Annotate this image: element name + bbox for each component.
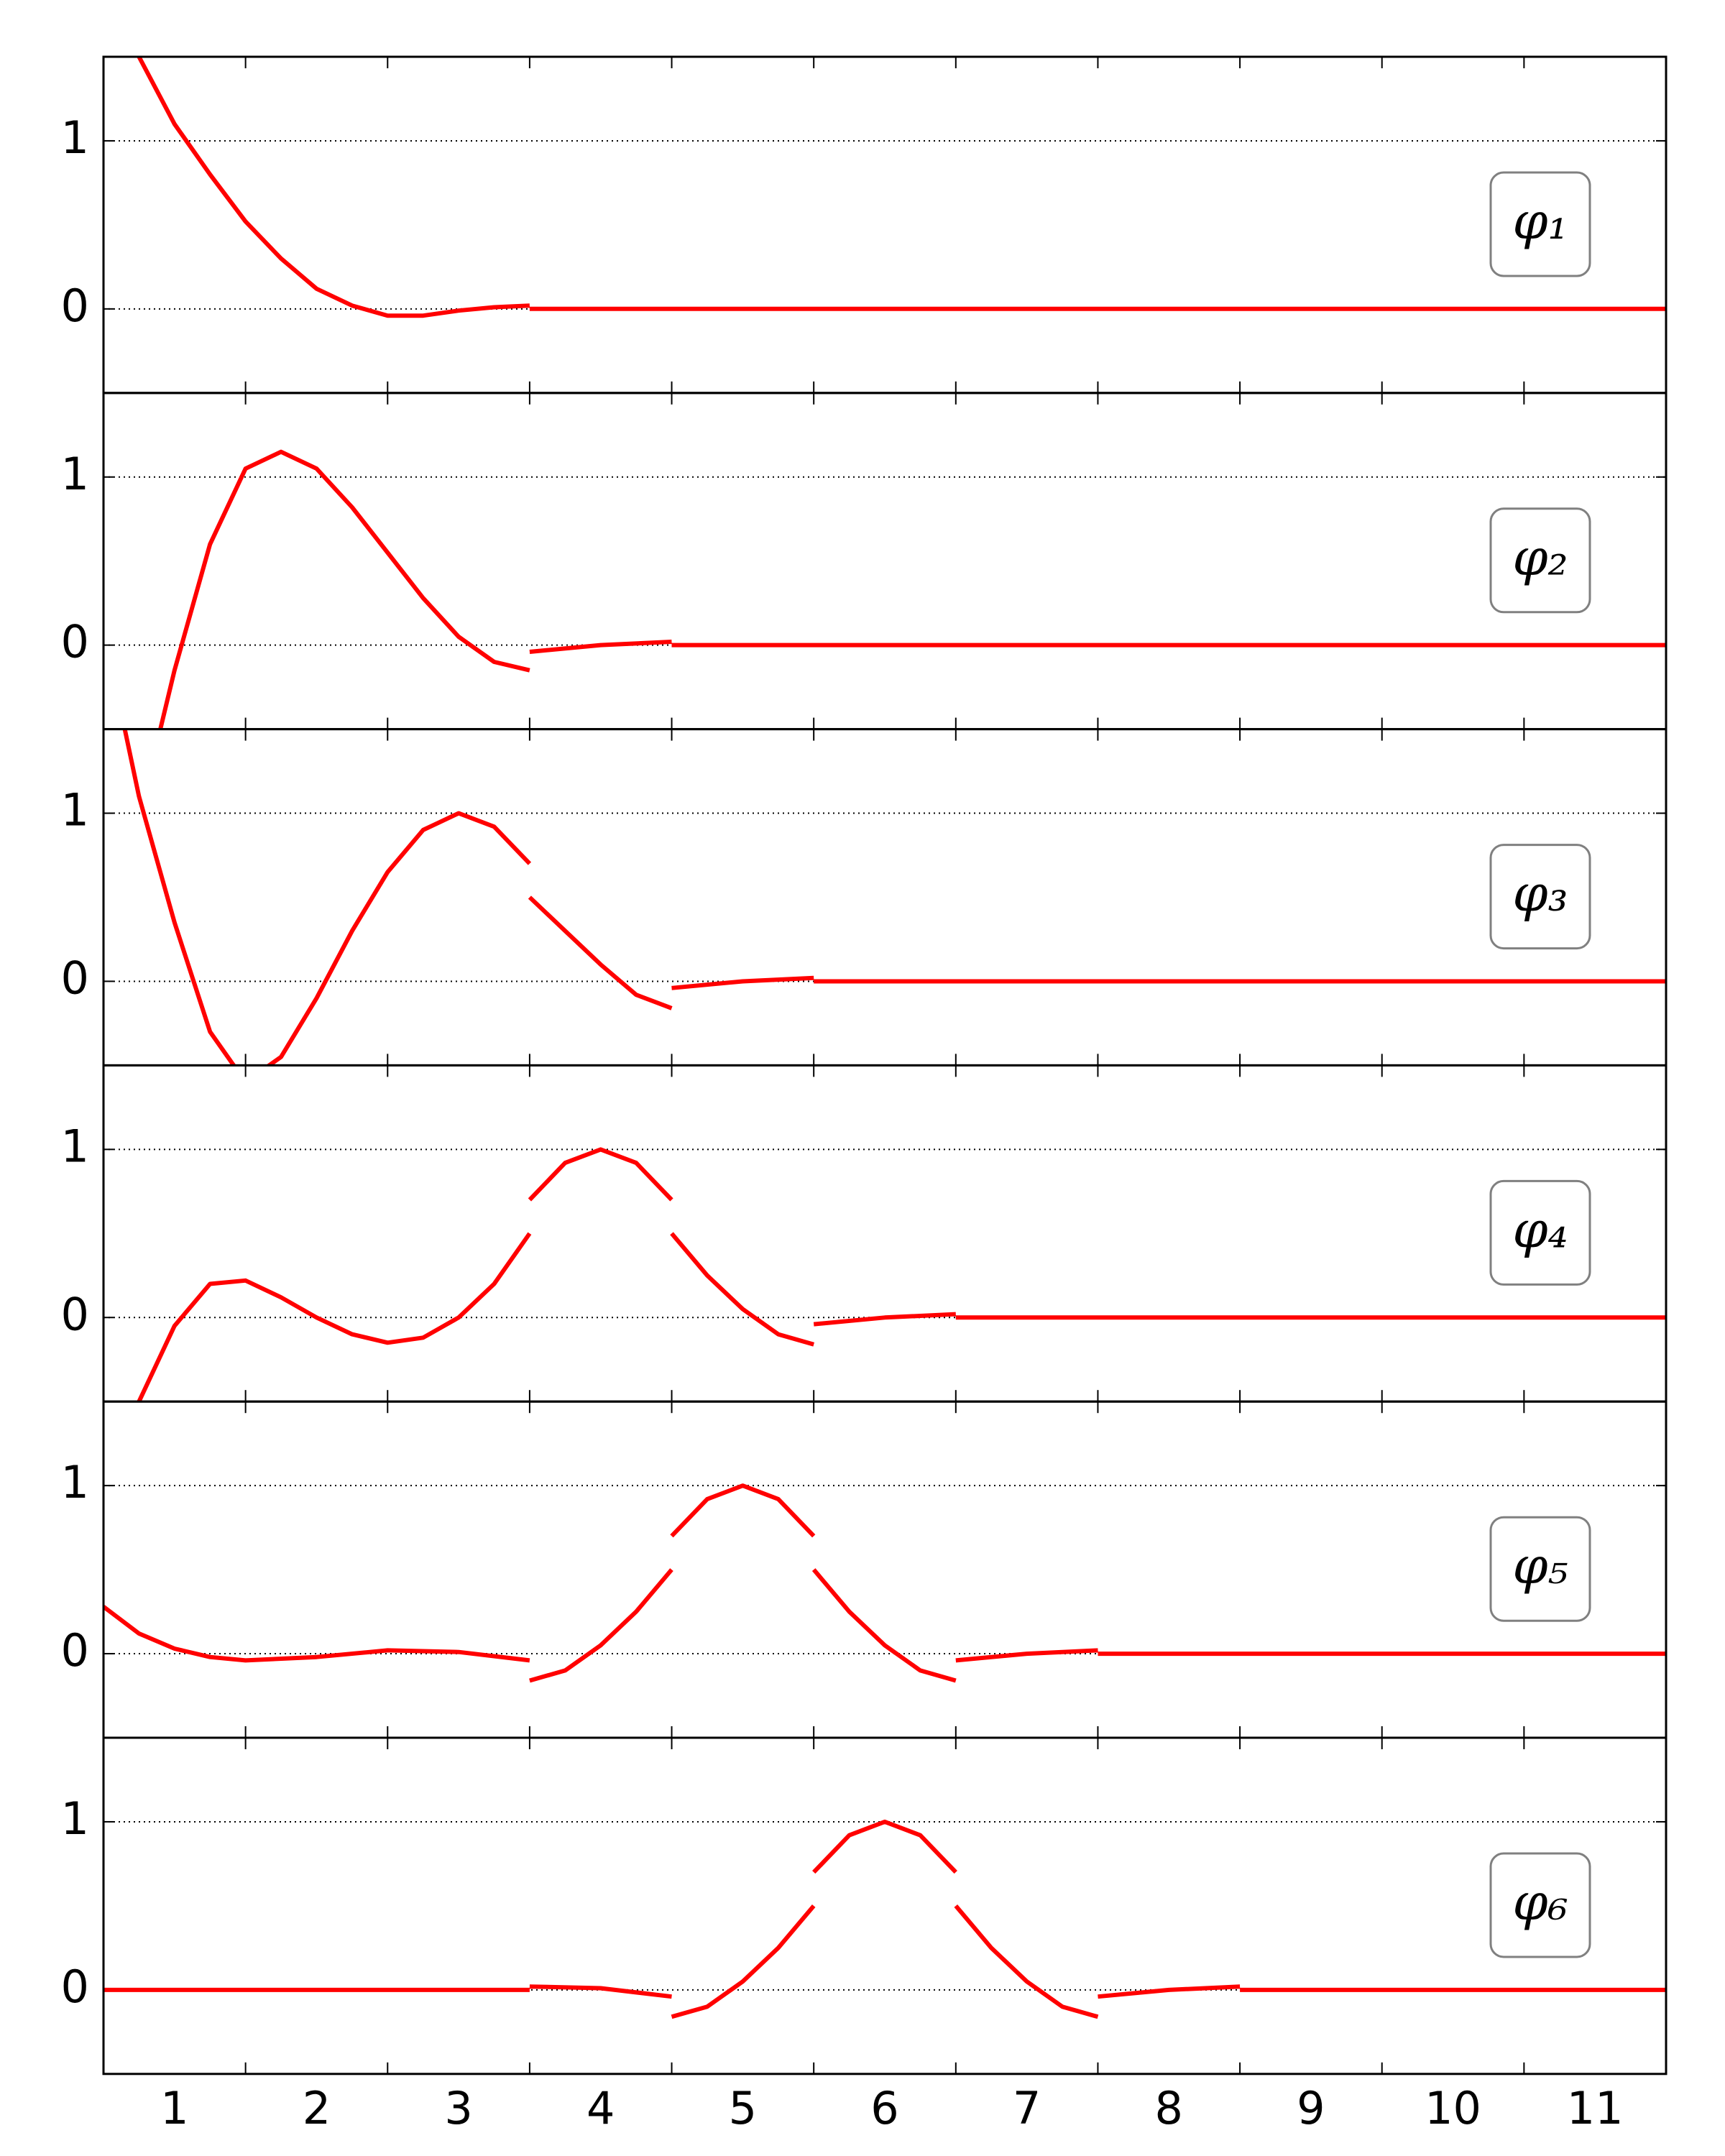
annotation-box xyxy=(1489,507,1591,614)
line xyxy=(158,449,1666,729)
annotation: φ₆ xyxy=(1512,1873,1568,1932)
line xyxy=(104,1483,1666,1683)
x-tick-label: 4 xyxy=(586,2082,615,2134)
y-tick-label: 0 xyxy=(61,280,89,332)
axes-frame xyxy=(102,392,1668,731)
axes-frame xyxy=(102,55,1668,395)
annotation-box xyxy=(1489,1852,1591,1958)
axes-frame xyxy=(102,1400,1668,1739)
y-tick-label: 1 xyxy=(61,1792,89,1845)
axes-frame xyxy=(102,1064,1668,1403)
y-tick-label: 1 xyxy=(61,1456,89,1508)
x-tick-label: 7 xyxy=(1013,2082,1041,2134)
y-tick-label: 1 xyxy=(61,784,89,837)
annotation: φ₂ xyxy=(1512,528,1568,587)
y-tick-label: 0 xyxy=(61,1961,89,2013)
line xyxy=(137,1147,1666,1402)
annotation: φ₅ xyxy=(1512,1537,1568,1595)
x-tick-label: 11 xyxy=(1567,2082,1624,2134)
annotation-box xyxy=(1489,1516,1591,1622)
annotation: φ₃ xyxy=(1512,865,1568,923)
y-tick-label: 0 xyxy=(61,616,89,668)
y-tick-label: 0 xyxy=(61,1624,89,1677)
line xyxy=(122,729,1666,1066)
x-tick-label: 10 xyxy=(1425,2082,1481,2134)
x-tick-label: 1 xyxy=(160,2082,188,2134)
line xyxy=(104,1819,1666,2019)
x-tick-label: 8 xyxy=(1155,2082,1183,2134)
annotation: φ₄ xyxy=(1512,1200,1568,1259)
annotation-box xyxy=(1489,1179,1591,1286)
axes-frame xyxy=(102,728,1668,1067)
line xyxy=(137,57,1666,318)
annotation: φ₁ xyxy=(1512,192,1568,251)
y-tick-label: 1 xyxy=(61,111,89,164)
y-tick-label: 0 xyxy=(61,1288,89,1340)
x-tick-label: 9 xyxy=(1297,2082,1325,2134)
x-tick-label: 5 xyxy=(729,2082,757,2134)
annotation-box xyxy=(1489,171,1591,277)
y-tick-label: 0 xyxy=(61,952,89,1005)
x-tick-label: 6 xyxy=(870,2082,898,2134)
y-tick-label: 1 xyxy=(61,448,89,500)
y-tick-label: 1 xyxy=(61,1120,89,1172)
axes-frame xyxy=(102,1736,1668,2076)
annotation-box xyxy=(1489,844,1591,950)
x-tick-label: 3 xyxy=(444,2082,472,2134)
x-tick-label: 2 xyxy=(303,2082,331,2134)
